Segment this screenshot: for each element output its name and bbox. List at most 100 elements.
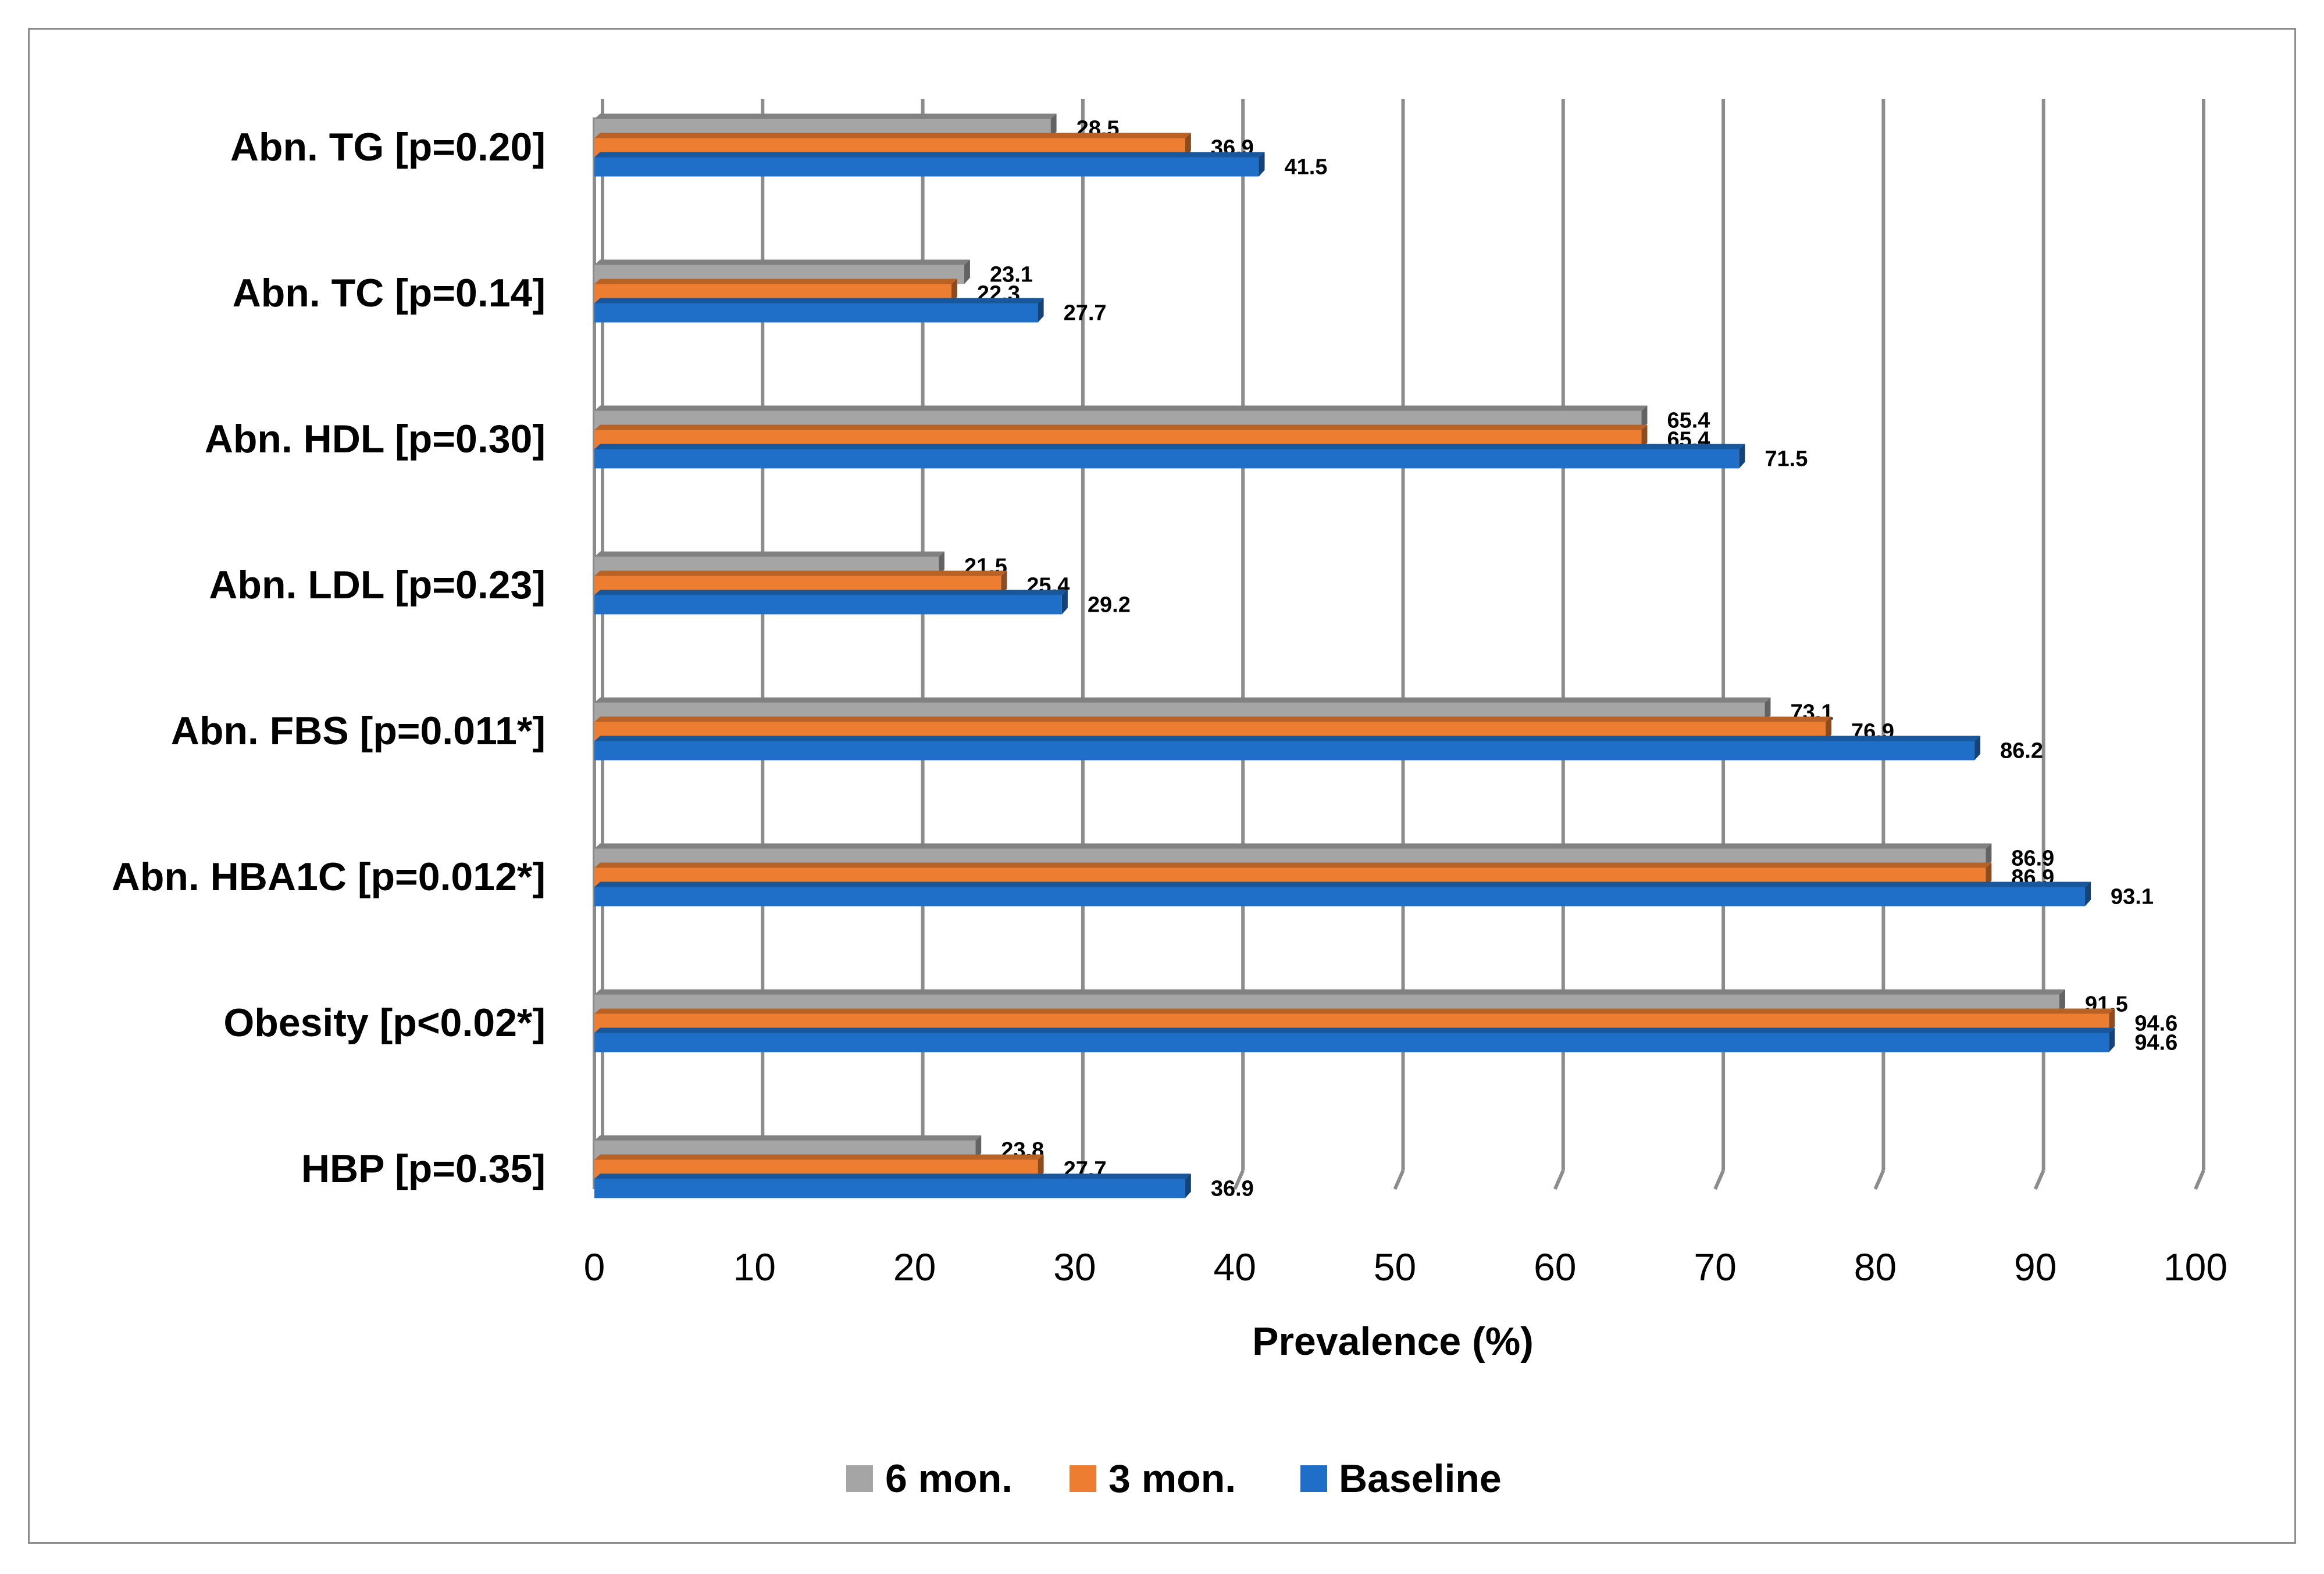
bar-end [1185, 1173, 1191, 1198]
bar-top [594, 989, 2065, 995]
legend-swatch [846, 1465, 873, 1492]
data-label: 41.5 [1284, 155, 1327, 180]
category-label: Abn. HBA1C [p=0.012*] [112, 855, 546, 899]
bar-top [594, 716, 1832, 722]
gridline-floor [1713, 1169, 1725, 1190]
bar-end [938, 551, 944, 576]
bar-top [594, 298, 1044, 304]
legend-label: 3 mon. [1108, 1457, 1236, 1501]
bar-end [1001, 570, 1007, 595]
bar-top [594, 133, 1191, 138]
bar-top [594, 590, 1068, 595]
x-tick-label: 0 [584, 1245, 605, 1289]
bar-top [594, 697, 1771, 703]
bar-top [594, 1135, 982, 1141]
category-label: Obesity [p<0.02*] [223, 1001, 546, 1045]
bar-end [1050, 113, 1057, 138]
bar-baseline [594, 157, 1259, 177]
chart-frame [28, 28, 2296, 1544]
legend-swatch [1300, 1465, 1327, 1492]
bar-end [2059, 989, 2065, 1014]
x-tick-label: 90 [2014, 1245, 2056, 1289]
x-tick-label: 50 [1374, 1245, 1416, 1289]
gridline-floor [1393, 1169, 1405, 1190]
bar-top [594, 152, 1265, 158]
data-label: 94.6 [2134, 1012, 2177, 1036]
bar-top [594, 881, 2091, 887]
bar-end [1739, 444, 1745, 469]
bar-top [594, 113, 1057, 119]
bar-top [594, 843, 1992, 849]
bar-top [594, 1154, 1044, 1160]
bar-baseline [594, 1033, 2109, 1052]
x-tick-label: 20 [893, 1245, 936, 1289]
x-tick-label: 10 [733, 1245, 776, 1289]
bar-end [1641, 424, 1648, 449]
data-label: 29.2 [1088, 593, 1131, 618]
bar-baseline [594, 887, 2086, 906]
gridline-floor [1873, 1169, 1885, 1190]
bar-end [1185, 133, 1191, 158]
bar-baseline [594, 1179, 1185, 1198]
category-label: Abn. LDL [p=0.23] [209, 563, 546, 607]
bar-end [1061, 590, 1068, 615]
x-tick-label: 70 [1694, 1245, 1736, 1289]
x-tick-label: 100 [2163, 1245, 2227, 1289]
gridline-floor [1233, 1169, 1245, 1190]
category-label: Abn. HDL [p=0.30] [205, 417, 546, 461]
bar-top [594, 1027, 2115, 1033]
gridline-floor [1553, 1169, 1565, 1190]
x-axis-title: Prevalence (%) [1252, 1319, 1534, 1364]
data-label: 94.6 [2134, 1031, 2177, 1055]
x-tick-label: 60 [1534, 1245, 1576, 1289]
bar-top [594, 405, 1648, 411]
bar-end [975, 1135, 982, 1160]
bar-end [2109, 1027, 2115, 1052]
data-label: 86.2 [2000, 739, 2043, 763]
data-label: 65.4 [1667, 409, 1710, 433]
bar-top [594, 862, 1992, 868]
legend-label: 6 mon. [885, 1457, 1013, 1501]
bar-end [951, 279, 957, 304]
category-label: Abn. TC [p=0.14] [233, 271, 546, 315]
bar-end [1038, 1154, 1044, 1179]
bar-end [964, 259, 970, 284]
bar-end [1038, 298, 1044, 323]
bar-end [1641, 405, 1648, 430]
x-tick-label: 80 [1854, 1245, 1897, 1289]
bar-end [2109, 1008, 2115, 1033]
x-tick-label: 30 [1053, 1245, 1096, 1289]
bar-top [594, 424, 1648, 430]
category-label: Abn. FBS [p=0.011*] [171, 709, 546, 753]
data-label: 27.7 [1064, 301, 1107, 326]
category-label: Abn. TG [p=0.20] [230, 125, 546, 169]
bar-baseline [594, 741, 1975, 761]
bar-top [594, 1008, 2115, 1014]
data-label: 93.1 [2111, 885, 2154, 909]
legend-swatch [1070, 1465, 1096, 1492]
bar-baseline [594, 595, 1062, 615]
bar-top [594, 259, 970, 265]
legend-label: Baseline [1339, 1457, 1502, 1501]
bar-end [1974, 736, 1981, 761]
bar-top [594, 444, 1745, 449]
bar-baseline [594, 449, 1740, 469]
bar-end [1826, 716, 1832, 741]
bar-end [2085, 881, 2091, 906]
bar-end [1765, 697, 1771, 722]
bar-end [1986, 862, 1992, 887]
category-label: HBP [p=0.35] [301, 1147, 546, 1191]
gridline-floor [2033, 1169, 2045, 1190]
bar-top [594, 570, 1007, 576]
bar-end [1986, 843, 1992, 868]
x-tick-label: 40 [1213, 1245, 1256, 1289]
data-label: 71.5 [1765, 447, 1808, 472]
bar-top [594, 1173, 1191, 1179]
data-label: 36.9 [1211, 1177, 1254, 1201]
data-label: 23.1 [990, 263, 1033, 287]
gridline-floor [2194, 1169, 2205, 1190]
bar-end [1259, 152, 1265, 177]
data-label: 86.9 [2011, 847, 2054, 871]
bar-top [594, 736, 1981, 741]
